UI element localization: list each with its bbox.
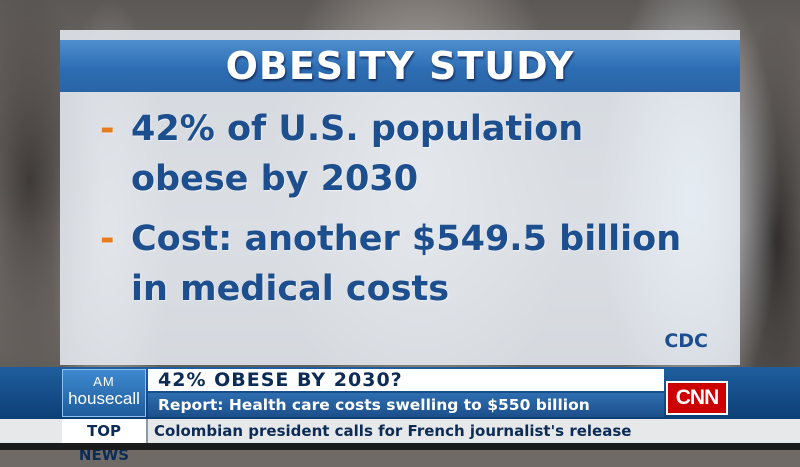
bottom-strip xyxy=(0,443,800,450)
study-title-bar: OBESITY STUDY xyxy=(60,40,740,92)
study-title: OBESITY STUDY xyxy=(225,44,575,88)
show-logo-line-2: housecall xyxy=(68,389,140,408)
ticker-text: Colombian president calls for French jou… xyxy=(154,422,632,440)
bullet-dash: - xyxy=(100,109,115,149)
network-logo: CNN xyxy=(666,381,728,415)
subheadline: Report: Health care costs swelling to $5… xyxy=(148,393,664,417)
bullet-dash: - xyxy=(100,219,115,259)
bullet-1-line-1: 42% of U.S. population xyxy=(131,109,584,149)
bullet-1-line-2: obese by 2030 xyxy=(131,159,419,199)
show-logo: AM housecall xyxy=(62,369,146,417)
show-logo-line-1: AM xyxy=(93,374,115,389)
bullet-item-1: - 42% of U.S. population obese by 2030 xyxy=(100,104,720,204)
source-credit: CDC xyxy=(664,330,708,352)
bullet-2-line-2: in medical costs xyxy=(131,269,450,309)
headline: 42% OBESE BY 2030? xyxy=(148,369,664,391)
ticker-label: TOP NEWS xyxy=(62,419,148,464)
bullet-item-2: - Cost: another $549.5 billion in medica… xyxy=(100,214,720,314)
bullet-2-line-1: Cost: another $549.5 billion xyxy=(131,219,682,259)
